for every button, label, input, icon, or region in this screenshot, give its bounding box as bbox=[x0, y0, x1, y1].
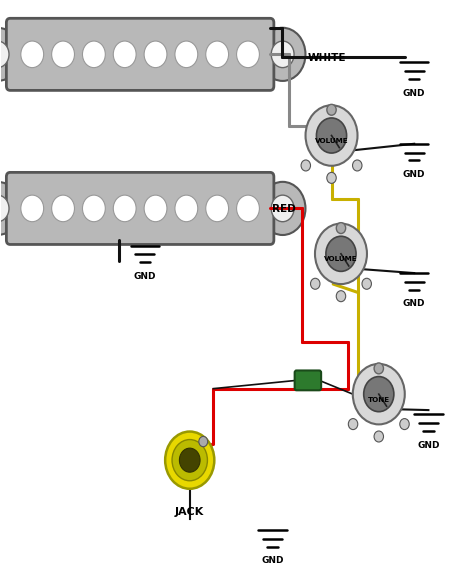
Circle shape bbox=[172, 440, 208, 481]
Circle shape bbox=[21, 41, 44, 68]
Circle shape bbox=[310, 279, 320, 289]
Circle shape bbox=[82, 195, 105, 221]
Circle shape bbox=[327, 105, 336, 115]
Circle shape bbox=[374, 431, 383, 442]
Text: GND: GND bbox=[403, 299, 426, 308]
FancyBboxPatch shape bbox=[6, 18, 274, 90]
Circle shape bbox=[0, 195, 9, 221]
Circle shape bbox=[317, 118, 346, 153]
FancyBboxPatch shape bbox=[6, 172, 274, 245]
Circle shape bbox=[237, 41, 259, 68]
Circle shape bbox=[113, 41, 136, 68]
Circle shape bbox=[206, 195, 228, 221]
Circle shape bbox=[260, 182, 305, 235]
Text: WHITE: WHITE bbox=[308, 54, 346, 63]
Circle shape bbox=[52, 41, 74, 68]
Circle shape bbox=[206, 41, 228, 68]
Circle shape bbox=[144, 195, 167, 221]
Circle shape bbox=[113, 195, 136, 221]
Circle shape bbox=[362, 279, 372, 289]
Circle shape bbox=[175, 41, 198, 68]
Text: JACK: JACK bbox=[175, 507, 204, 518]
Circle shape bbox=[364, 377, 394, 412]
Circle shape bbox=[348, 419, 358, 429]
Text: VOLUME: VOLUME bbox=[324, 257, 358, 262]
Text: GND: GND bbox=[134, 272, 156, 281]
Circle shape bbox=[82, 41, 105, 68]
Text: RED: RED bbox=[273, 204, 296, 214]
Circle shape bbox=[336, 290, 346, 302]
Circle shape bbox=[353, 160, 362, 171]
Text: GND: GND bbox=[403, 89, 426, 98]
Circle shape bbox=[336, 223, 346, 233]
Circle shape bbox=[52, 195, 74, 221]
Circle shape bbox=[326, 236, 356, 271]
Circle shape bbox=[260, 28, 305, 81]
Circle shape bbox=[237, 195, 259, 221]
Circle shape bbox=[374, 363, 383, 374]
Circle shape bbox=[271, 195, 294, 221]
Circle shape bbox=[353, 364, 405, 424]
Circle shape bbox=[165, 432, 214, 489]
Circle shape bbox=[315, 224, 367, 284]
Circle shape bbox=[21, 195, 44, 221]
Text: GND: GND bbox=[403, 170, 426, 179]
Text: TONE: TONE bbox=[368, 397, 390, 403]
Circle shape bbox=[306, 105, 357, 166]
Circle shape bbox=[180, 448, 200, 472]
Circle shape bbox=[327, 172, 336, 184]
Text: GND: GND bbox=[261, 557, 284, 565]
Circle shape bbox=[175, 195, 198, 221]
Circle shape bbox=[0, 41, 9, 68]
Circle shape bbox=[0, 182, 20, 235]
FancyBboxPatch shape bbox=[295, 371, 321, 390]
Circle shape bbox=[144, 41, 167, 68]
Circle shape bbox=[400, 419, 409, 429]
Circle shape bbox=[271, 41, 294, 68]
Circle shape bbox=[199, 436, 208, 447]
Text: GND: GND bbox=[417, 441, 440, 450]
Circle shape bbox=[301, 160, 310, 171]
Text: VOLUME: VOLUME bbox=[315, 138, 348, 144]
Circle shape bbox=[0, 28, 20, 81]
